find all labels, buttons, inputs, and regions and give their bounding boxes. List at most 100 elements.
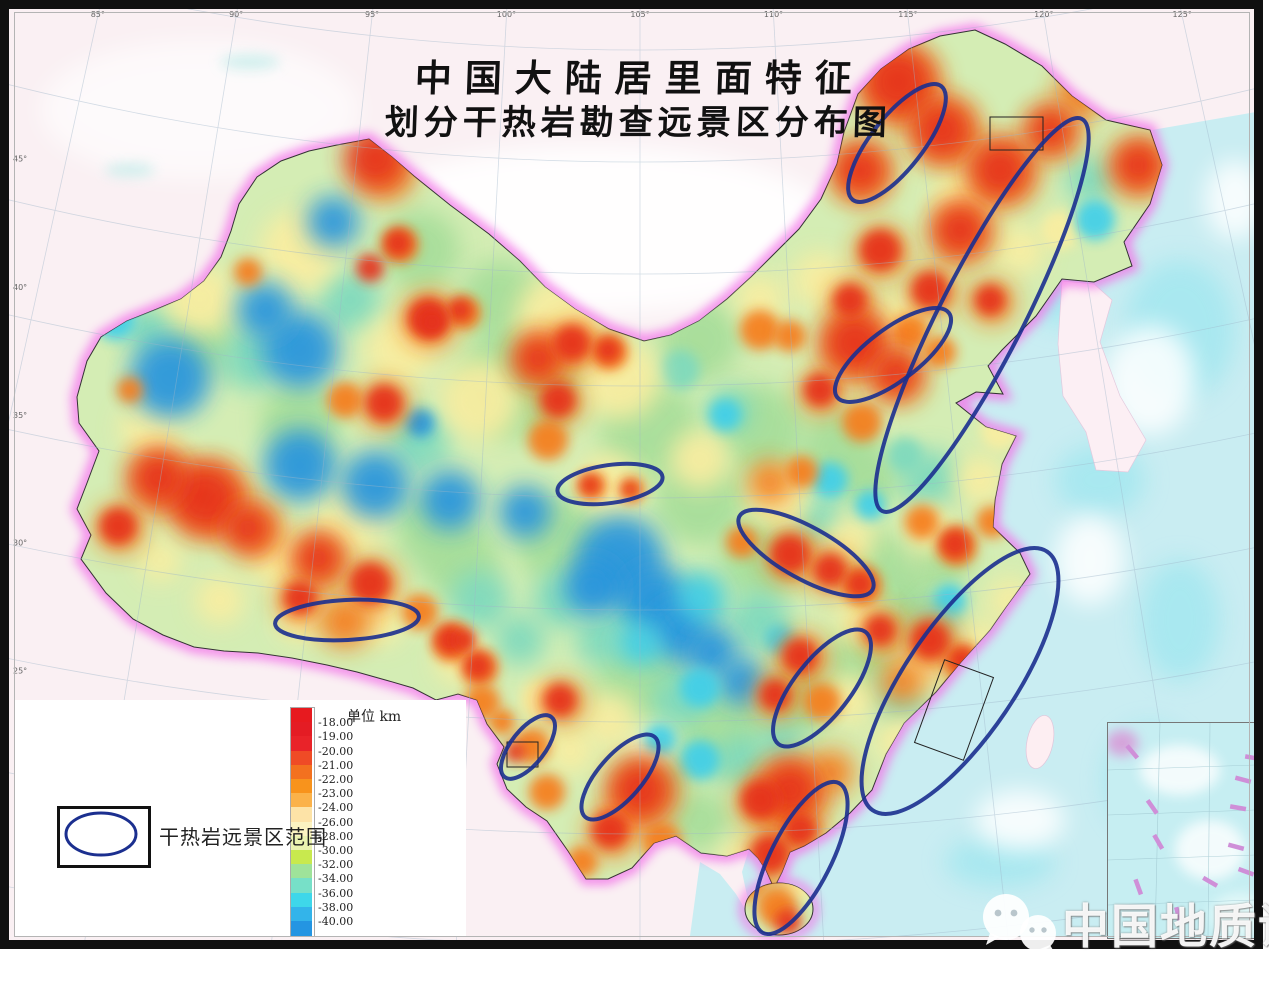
longitude-tick: 125° (1173, 10, 1192, 19)
scale-color-cell (291, 906, 312, 922)
heat-blob (320, 270, 380, 330)
heat-blob (803, 683, 841, 721)
heat-blob (1075, 200, 1115, 240)
heat-blob (356, 254, 384, 282)
heat-blob (865, 615, 895, 645)
heat-blob (100, 508, 136, 544)
heat-blob (505, 742, 525, 762)
nine-dash-segment (1125, 744, 1140, 760)
survey-area-box (913, 659, 995, 761)
heat-blob (618, 623, 662, 667)
heat-blob (812, 462, 848, 498)
longitude-tick: 120° (1034, 10, 1053, 19)
prospect-zone-ellipse (752, 779, 850, 937)
heat-blob (825, 313, 885, 373)
heat-blob (420, 470, 480, 530)
nine-dash-segment (1152, 833, 1165, 850)
heat-blob (296, 536, 340, 580)
scale-value-label: -40.00 (318, 915, 354, 928)
prospect-zone-ellipse (736, 507, 876, 599)
heat-blob (774, 320, 806, 352)
heat-blob (499, 486, 551, 538)
map-frame: 85° 90° 95° 100° 105° 110° 115° 120° 125° 45° 40° 3… (0, 0, 1263, 949)
scale-color-cell (291, 722, 312, 738)
survey-area-boxes (506, 116, 1044, 768)
heat-blob (784, 814, 816, 846)
heat-blob (592, 812, 628, 848)
heat-blob (955, 455, 1005, 505)
heat-blob (842, 402, 882, 442)
heat-blob (726, 526, 758, 558)
heat-blob (529, 774, 565, 810)
scale-color-cell (291, 750, 312, 766)
map-title-line2: 划分干热岩勘查远景区分布图 (383, 103, 893, 144)
survey-area-box (506, 741, 539, 768)
heat-blob (307, 196, 359, 248)
heat-blob (686, 626, 738, 678)
latitude-tick: 45° (13, 154, 27, 163)
heat-blob (934, 584, 966, 616)
graticule-tick-labels: 85° 90° 95° 100° 105° 110° 115° 120° 125° 45° 40° 3… (13, 10, 1192, 675)
scale-color-cell (291, 835, 312, 851)
heat-blob (810, 750, 854, 794)
heat-blob (935, 205, 985, 255)
nine-dash-segment (1237, 866, 1254, 877)
heat-blob (440, 360, 520, 440)
scale-color-cell (291, 892, 312, 908)
heat-blob (450, 570, 510, 630)
heat-blob (874, 352, 918, 396)
survey-area-box (989, 116, 1044, 151)
heat-blob (741, 781, 779, 819)
legend-symbol-label: 干热岩远景区范围 (159, 825, 327, 849)
heat-blob (171, 464, 239, 532)
scale-color-cell (291, 921, 312, 936)
scale-value-label: -18.00 (318, 716, 354, 730)
heat-blob (341, 451, 409, 519)
heat-blob (580, 475, 600, 495)
prospect-zone-ellipse (579, 732, 661, 822)
legend-symbol-box (57, 806, 151, 868)
heat-blob (1029, 109, 1071, 151)
heat-blob (366, 385, 402, 421)
heat-blob (758, 718, 802, 762)
scale-value-label: -21.00 (318, 758, 354, 772)
scale-color-cell (291, 807, 312, 823)
heat-blob (455, 630, 475, 650)
prospect-zone-ellipse (771, 627, 873, 749)
nine-dash-segment (1234, 775, 1252, 785)
heat-blob (660, 350, 700, 390)
taiwan-island (1025, 715, 1055, 769)
heat-blob (748, 460, 792, 504)
heat-blob (834, 284, 866, 316)
heat-blob (489, 709, 515, 735)
scale-value-label: -26.00 (318, 815, 354, 829)
heat-blob (924, 336, 956, 368)
scale-value-label: -36.00 (318, 886, 354, 900)
heat-blob (582, 692, 638, 748)
scale-color-cell (291, 878, 312, 894)
heat-blob (814, 554, 846, 586)
heat-blob (516, 336, 560, 380)
map-title-line1: 中国大陆居里面特征 (414, 56, 866, 100)
heat-blob (350, 563, 390, 603)
heat-blob (670, 790, 730, 850)
longitude-tick: 85° (91, 10, 105, 19)
heat-blob (1115, 142, 1161, 188)
legend-unit-label: 单位 km (347, 709, 402, 725)
heat-blob (740, 310, 780, 350)
heat-blob (234, 258, 262, 286)
heat-blob (327, 382, 363, 418)
heat-blob (528, 420, 568, 460)
heat-blob (709, 399, 741, 431)
prospect-zone-ellipse (873, 116, 1091, 514)
scale-value-label: -24.00 (318, 801, 354, 815)
heat-blob (644, 724, 676, 756)
heat-blob (390, 410, 450, 470)
heat-blob (804, 374, 836, 406)
heat-blob (670, 430, 730, 490)
latitude-tick: 35° (13, 411, 27, 420)
prospect-zone-ellipse (832, 306, 954, 404)
heat-blob (448, 298, 472, 322)
latitude-tick: 40° (13, 283, 27, 292)
heat-blob (940, 529, 970, 559)
